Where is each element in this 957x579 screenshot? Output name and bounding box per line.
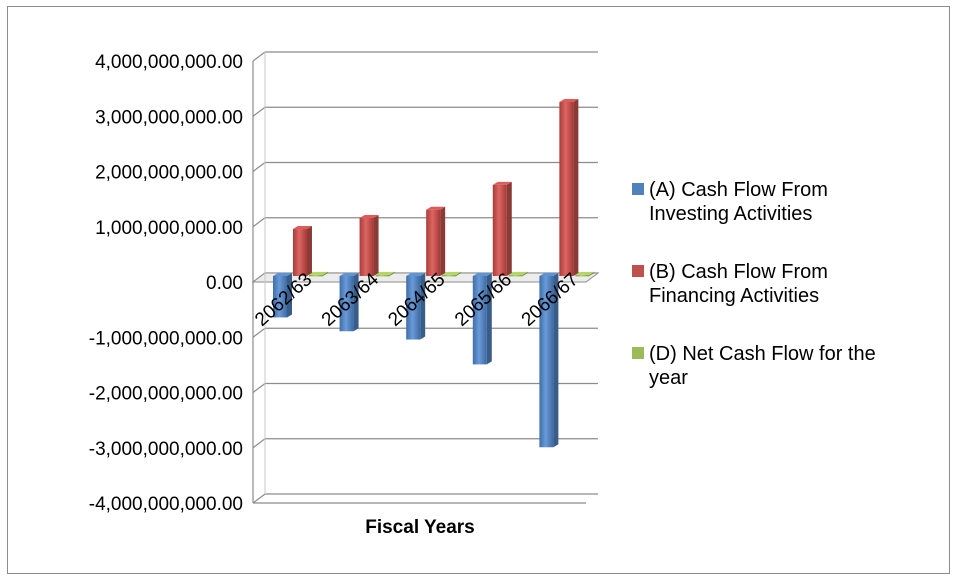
bar: [375, 271, 395, 277]
bar: [472, 273, 492, 365]
bar: [359, 214, 379, 276]
x-axis-title: Fiscal Years: [365, 517, 475, 538]
gridline-depth: [252, 162, 266, 172]
bar: [339, 273, 359, 332]
y-tick-label: 0.00: [206, 273, 243, 294]
legend: (A) Cash Flow From Investing Activities (B…: [632, 179, 876, 389]
bar: [442, 271, 462, 277]
y-tick-label: 4,000,000,000.00: [95, 52, 243, 73]
bar: [426, 206, 446, 276]
y-tick-label: -3,000,000,000.00: [89, 439, 243, 460]
gridline-depth: [252, 51, 266, 62]
bar: [575, 271, 595, 277]
bar: [508, 271, 528, 277]
bar: [308, 271, 328, 277]
y-tick-label: -2,000,000,000.00: [89, 384, 243, 405]
y-tick-label: -4,000,000,000.00: [89, 494, 243, 515]
gridline-depth: [252, 217, 266, 228]
y-tick-label: -1,000,000,000.00: [89, 328, 243, 349]
y-axis: 4,000,000,000.00 3,000,000,000.00 2,000,00…: [89, 52, 586, 515]
gridline-depth: [252, 327, 266, 338]
bar: [492, 181, 512, 276]
bar: [292, 226, 312, 276]
bar: [559, 98, 579, 277]
legend-label: (D) Net Cash Flow for the year: [649, 343, 876, 389]
y-tick-label: 2,000,000,000.00: [95, 163, 243, 184]
gridline-depth: [252, 438, 266, 449]
gridline-depth: [252, 106, 266, 117]
gridline-depth: [252, 383, 266, 393]
y-tick-label: 1,000,000,000.00: [95, 218, 243, 239]
legend-label: (B) Cash Flow From Financing Activities: [649, 261, 828, 307]
bar: [272, 273, 292, 318]
legend-swatch: [632, 183, 644, 195]
gridline-depth: [252, 493, 266, 504]
bar: [406, 273, 426, 340]
bars: [272, 98, 595, 448]
legend-item: (D) Net Cash Flow for the year: [632, 343, 876, 389]
y-tick-label: 3,000,000,000.00: [95, 107, 243, 128]
legend-item: (A) Cash Flow From Investing Activities: [632, 179, 828, 225]
legend-item: (B) Cash Flow From Financing Activities: [632, 261, 828, 307]
legend-label: (A) Cash Flow From Investing Activities: [649, 179, 828, 225]
legend-swatch: [632, 347, 644, 359]
bar: [539, 273, 559, 448]
legend-swatch: [632, 265, 644, 277]
